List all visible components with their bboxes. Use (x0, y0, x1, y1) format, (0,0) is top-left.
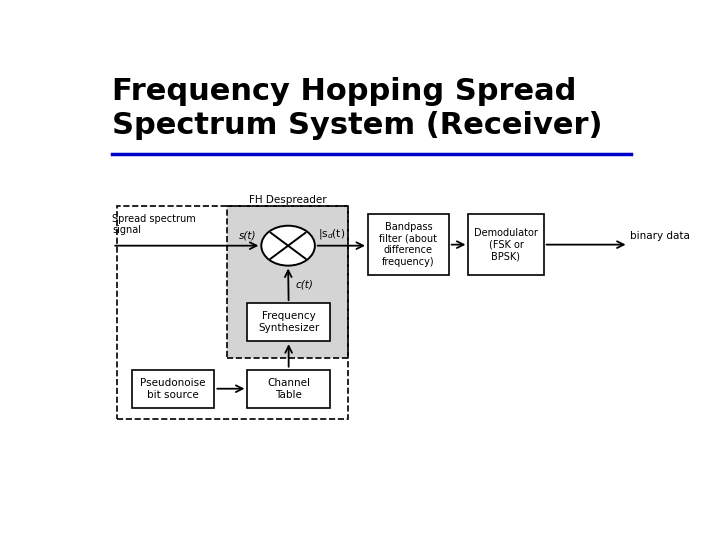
Circle shape (261, 226, 315, 266)
Text: FH Despreader: FH Despreader (248, 194, 326, 205)
Bar (117, 206, 348, 419)
Text: s(t): s(t) (239, 231, 257, 241)
Text: Spread spectrum
signal: Spread spectrum signal (112, 214, 196, 235)
Text: Frequency
Synthesizer: Frequency Synthesizer (258, 312, 319, 333)
Text: Demodulator
(FSK or
BPSK): Demodulator (FSK or BPSK) (474, 228, 538, 261)
Bar (248, 303, 330, 341)
Text: c(t): c(t) (295, 279, 313, 289)
Bar (368, 214, 449, 275)
Bar (227, 206, 348, 358)
Bar (248, 369, 330, 408)
Text: |s$_d$(t): |s$_d$(t) (318, 227, 345, 241)
Text: Frequency Hopping Spread
Spectrum System (Receiver): Frequency Hopping Spread Spectrum System… (112, 77, 603, 140)
Text: Pseudonoise
bit source: Pseudonoise bit source (140, 378, 206, 400)
Bar (132, 369, 215, 408)
Text: Bandpass
filter (about
difference
frequency): Bandpass filter (about difference freque… (379, 222, 437, 267)
Text: Channel
Table: Channel Table (267, 378, 310, 400)
Bar (468, 214, 544, 275)
Text: binary data: binary data (629, 231, 690, 241)
